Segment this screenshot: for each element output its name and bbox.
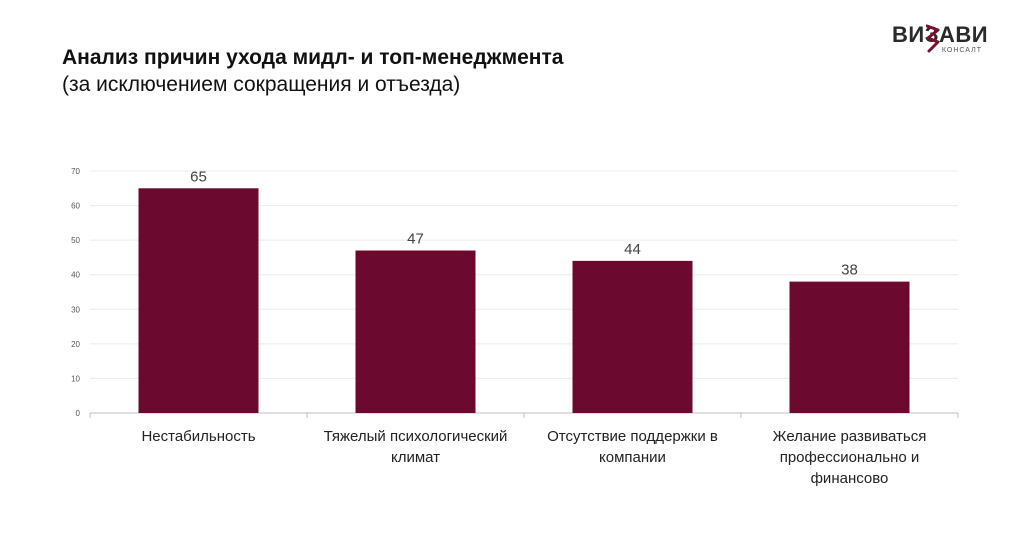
logo-text: ВИЗАВИ: [892, 22, 989, 47]
bar: [789, 281, 910, 413]
title-block: Анализ причин ухода мидл- и топ-менеджме…: [62, 44, 563, 98]
data-label: 38: [841, 262, 858, 279]
y-tick-label: 30: [71, 305, 80, 314]
data-label: 65: [190, 168, 207, 185]
chart-subtitle: (за исключением сокращения и отъезда): [62, 73, 461, 96]
data-label: 44: [624, 241, 641, 258]
x-tick-label: Тяжелый психологический климат: [323, 428, 508, 466]
y-tick-label: 40: [71, 271, 80, 280]
company-logo: ВИЗАВИ КОНСАЛТ: [892, 22, 988, 58]
x-tick-label: Нестабильность: [141, 428, 256, 445]
chart-title: Анализ причин ухода мидл- и топ-менеджме…: [62, 46, 564, 69]
data-label: 47: [407, 231, 424, 248]
y-tick-label: 60: [71, 202, 80, 211]
y-tick-label: 20: [71, 340, 80, 349]
bar: [572, 260, 693, 413]
x-tick-label: Отсутствие поддержки в компании: [547, 428, 718, 466]
y-tick-label: 50: [71, 236, 80, 245]
bar: [355, 250, 476, 413]
x-tick-label: Желание развиваться профессионально и фи…: [772, 428, 927, 487]
y-tick-label: 0: [76, 409, 81, 418]
logo-subtext: КОНСАЛТ: [941, 47, 982, 54]
logo-zigzag-icon: [926, 24, 940, 53]
bar: [138, 188, 259, 413]
y-tick-label: 10: [71, 374, 80, 383]
y-tick-label: 70: [71, 167, 80, 176]
